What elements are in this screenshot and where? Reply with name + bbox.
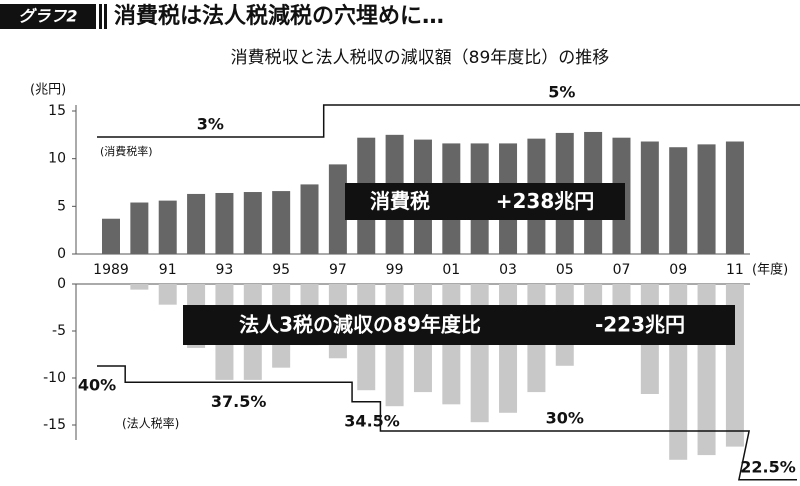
x-tick-label: 95 [272,262,290,278]
rate-name: (法人税率) [122,416,179,431]
y-tick-label: 0 [57,276,66,292]
annotation: 法人3税の減収の89年度比 [239,313,481,337]
annotation: 消費税 [370,189,430,213]
tag-bar [99,4,102,29]
y-tick-label: -10 [43,370,66,386]
y-tick-label: 10 [48,151,66,167]
bar [300,184,319,254]
x-tick-label: 05 [556,262,574,278]
rate-name: (消費税率) [100,144,153,158]
rate-line [97,365,797,481]
rate-label: 34.5% [344,411,400,430]
y-tick-label: -5 [52,323,66,339]
bar [725,141,744,254]
bar [328,164,347,254]
x-tick-label: 97 [329,262,347,278]
tag-box [0,4,96,29]
bar [272,191,291,254]
title: 消費税は法人税減税の穴埋めに… [114,3,444,29]
bar [499,284,518,413]
x-tick-label: 93 [216,262,234,278]
x-tick-label: 91 [159,262,177,278]
tag: グラフ2 [18,7,77,26]
bar [470,284,489,423]
x-tick-label: 11 [726,262,744,278]
rate-label: 22.5% [740,457,796,476]
bar [215,192,234,254]
bar [158,284,177,305]
bar [187,193,206,254]
annotation-box [183,305,735,345]
x-tick-label: 09 [669,262,687,278]
y-tick-label: 5 [57,198,66,214]
y-tick-label: 15 [48,103,66,119]
x-tick-label: 07 [613,262,631,278]
rate-label: 37.5% [211,392,267,411]
bar [102,218,120,254]
rate-label: 30% [546,409,584,428]
bar [130,284,149,290]
x-label: (年度) [752,262,788,278]
rate-label: 5% [548,83,575,102]
annotation: -223兆円 [595,313,685,337]
bar [385,284,404,407]
x-tick-label: 99 [386,262,404,278]
annotation-box [345,183,625,220]
bar [243,192,262,254]
x-tick-label: 01 [442,262,460,278]
bar [158,200,177,254]
subtitle: 消費税収と法人税収の減収額（89年度比）の推移 [231,48,610,68]
y-tick-label: 0 [57,246,66,262]
annotation: +238兆円 [496,189,595,213]
rate-label: 40% [78,376,116,395]
bar [640,141,659,254]
tag-bar [104,4,107,29]
bar [697,144,716,254]
rate-line [97,104,800,138]
x-tick-label: 1989 [93,262,129,278]
bar [130,202,149,254]
bar [669,147,688,254]
y-tick-label: -15 [43,417,66,433]
x-tick-label: 03 [499,262,517,278]
rate-label: 3% [197,115,224,134]
y-label: (兆円) [30,83,66,98]
